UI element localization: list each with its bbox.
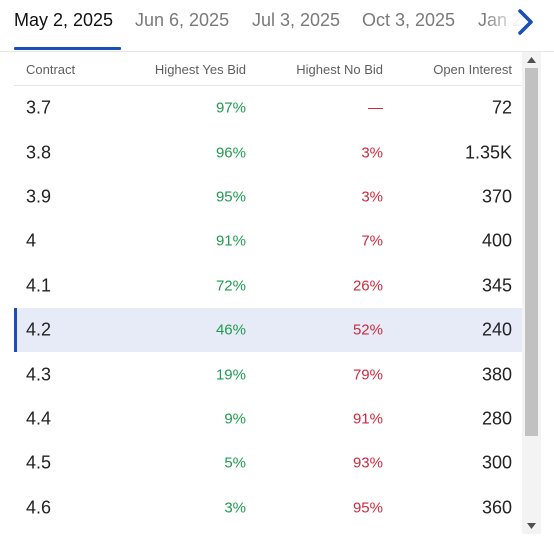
no-bid-value[interactable]: — (368, 99, 383, 117)
header-highest-yes-bid[interactable]: Highest Yes Bid (154, 62, 246, 77)
contract-value: 3.9 (26, 186, 52, 207)
table-row[interactable]: 4.1 72% 26% 345 (14, 264, 522, 308)
triangle-up-icon[interactable] (526, 55, 537, 65)
open-interest-value: 400 (481, 230, 512, 251)
open-interest-value: 380 (481, 364, 512, 385)
no-bid-value[interactable]: 26% (352, 277, 383, 295)
no-bid-value[interactable]: 52% (352, 321, 383, 339)
yes-bid-value[interactable]: 96% (215, 144, 246, 162)
tab-jul-3-2025[interactable]: Jul 3, 2025 (252, 10, 341, 30)
table-row[interactable]: 4.5 5% 93% 300 (14, 441, 522, 485)
contract-value: 4.4 (26, 408, 52, 429)
no-bid-value[interactable]: 7% (361, 232, 383, 250)
contract-value: 3.7 (26, 97, 52, 118)
table-row[interactable]: 4.3 19% 79% 380 (14, 352, 522, 396)
table-row[interactable]: 3.7 97% — 72 (14, 86, 522, 130)
table-row[interactable]: 3.9 95% 3% 370 (14, 175, 522, 219)
open-interest-value: 300 (481, 452, 512, 473)
yes-bid-value[interactable]: 3% (224, 499, 246, 517)
contract-value: 3.8 (26, 142, 52, 163)
contracts-table: Contract Highest Yes Bid Highest No Bid … (14, 52, 541, 540)
yes-bid-value[interactable]: 46% (215, 321, 246, 339)
table-header: Contract Highest Yes Bid Highest No Bid … (14, 52, 522, 86)
contract-value: 4.5 (26, 452, 52, 473)
contract-value: 4.1 (26, 275, 52, 296)
tab-may-2-2025[interactable]: May 2, 2025 (14, 10, 114, 30)
scrollbar-thumb[interactable] (525, 68, 538, 436)
triangle-down-icon[interactable] (526, 521, 537, 531)
no-bid-value[interactable]: 91% (352, 410, 383, 428)
tab-oct-3-2025[interactable]: Oct 3, 2025 (362, 10, 456, 30)
table-row[interactable]: 3.8 96% 3% 1.35K (14, 130, 522, 174)
table-row-selected[interactable]: 4.2 46% 52% 240 (14, 307, 522, 353)
open-interest-value: 240 (481, 319, 512, 340)
table-body: 3.7 97% — 72 3.8 96% 3% 1.35K 3.9 95% 3%… (14, 86, 522, 530)
yes-bid-value[interactable]: 91% (215, 232, 246, 250)
yes-bid-value[interactable]: 97% (215, 99, 246, 117)
contract-value: 4.6 (26, 497, 52, 518)
open-interest-value: 370 (481, 186, 512, 207)
yes-bid-value[interactable]: 72% (215, 277, 246, 295)
contract-value: 4 (26, 230, 37, 251)
table-row[interactable]: 4.4 9% 91% 280 (14, 397, 522, 441)
active-tab-indicator (14, 47, 121, 50)
open-interest-value: 360 (481, 497, 512, 518)
yes-bid-value[interactable]: 95% (215, 188, 246, 206)
open-interest-value: 280 (481, 408, 512, 429)
no-bid-value[interactable]: 3% (361, 144, 383, 162)
contract-value: 4.2 (26, 319, 52, 340)
vertical-scrollbar[interactable] (522, 52, 541, 534)
yes-bid-value[interactable]: 19% (215, 366, 246, 384)
no-bid-value[interactable]: 95% (352, 499, 383, 517)
contract-value: 4.3 (26, 364, 52, 385)
header-open-interest[interactable]: Open Interest (433, 62, 512, 77)
open-interest-value: 72 (491, 97, 512, 118)
chevron-right-icon (518, 9, 533, 35)
open-interest-value: 345 (481, 275, 512, 296)
yes-bid-value[interactable]: 5% (224, 454, 246, 472)
tab-jun-6-2025[interactable]: Jun 6, 2025 (135, 10, 230, 30)
yes-bid-value[interactable]: 9% (224, 410, 246, 428)
no-bid-value[interactable]: 93% (352, 454, 383, 472)
no-bid-value[interactable]: 79% (352, 366, 383, 384)
header-highest-no-bid[interactable]: Highest No Bid (296, 62, 383, 77)
table-row[interactable]: 4 91% 7% 400 (14, 219, 522, 263)
table-row[interactable]: 4.6 3% 95% 360 (14, 486, 522, 530)
no-bid-value[interactable]: 3% (361, 188, 383, 206)
date-tab-bar: May 2, 2025 Jun 6, 2025 Jul 3, 2025 Oct … (0, 0, 554, 52)
header-contract[interactable]: Contract (26, 62, 76, 77)
open-interest-value: 1.35K (464, 142, 512, 163)
next-tabs-button[interactable] (514, 8, 538, 36)
